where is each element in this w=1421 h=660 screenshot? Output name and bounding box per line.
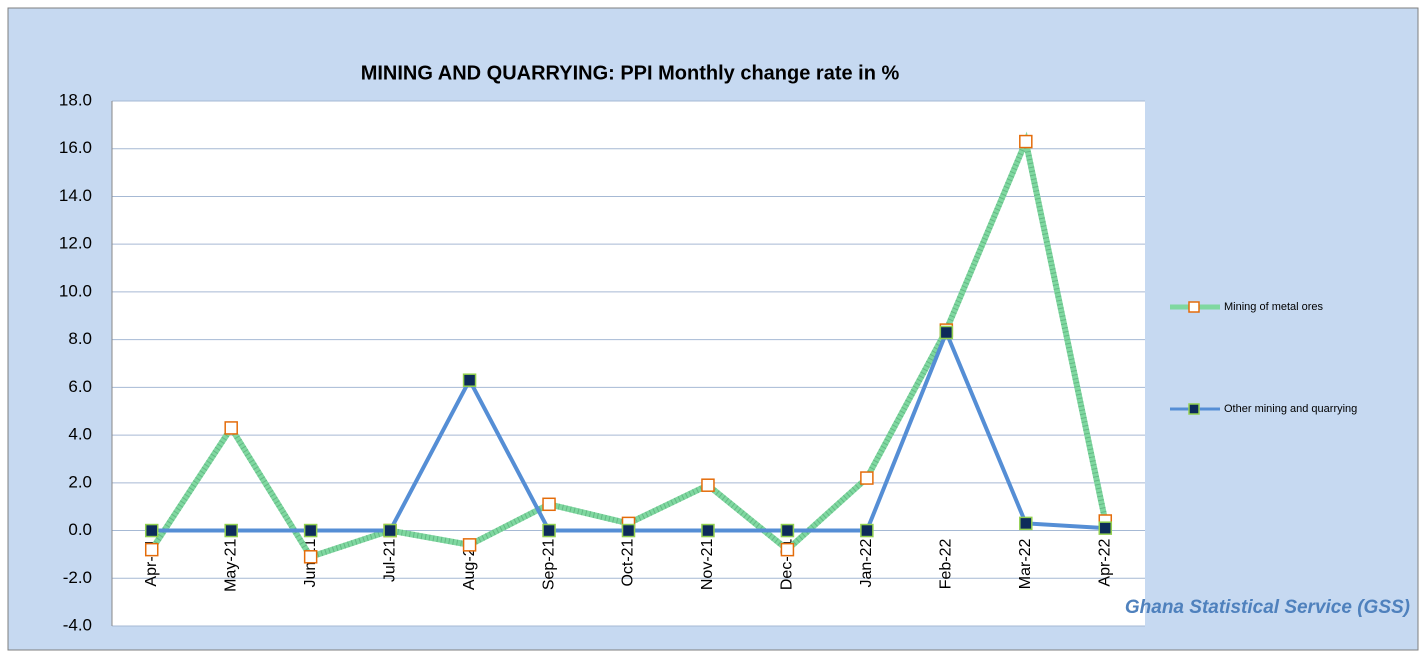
marker bbox=[1019, 516, 1033, 531]
marker bbox=[860, 471, 874, 485]
marker bbox=[383, 523, 397, 538]
x-tick-label: Jul-21 bbox=[381, 538, 398, 582]
marker bbox=[224, 421, 238, 435]
x-tick-label: May-21 bbox=[222, 538, 239, 591]
marker bbox=[939, 325, 954, 340]
y-tick-label: 4.0 bbox=[68, 425, 92, 444]
marker bbox=[144, 542, 159, 557]
marker bbox=[542, 523, 556, 538]
legend-marker bbox=[1188, 403, 1200, 415]
y-tick-label: 8.0 bbox=[68, 329, 92, 348]
y-tick-label: 18.0 bbox=[59, 90, 92, 109]
y-tick-label: 2.0 bbox=[68, 472, 92, 491]
x-tick-label: Sep-21 bbox=[540, 538, 557, 590]
marker bbox=[303, 550, 318, 564]
marker bbox=[542, 497, 556, 512]
marker bbox=[224, 523, 238, 538]
marker bbox=[144, 523, 159, 538]
legend-marker bbox=[1188, 301, 1200, 313]
x-tick-label: Apr-22 bbox=[1096, 538, 1113, 586]
marker bbox=[1019, 134, 1033, 149]
legend-label: Other mining and quarrying bbox=[1224, 403, 1357, 415]
y-tick-label: -2.0 bbox=[63, 568, 92, 587]
marker bbox=[462, 373, 477, 387]
marker bbox=[780, 542, 795, 557]
chart-title: MINING AND QUARRYING: PPI Monthly change… bbox=[361, 62, 900, 84]
marker bbox=[1098, 521, 1113, 535]
source: Ghana Statistical Service (GSS) bbox=[1125, 597, 1410, 618]
x-tick-label: Oct-21 bbox=[620, 538, 637, 586]
y-tick-label: 0.0 bbox=[68, 520, 92, 539]
marker bbox=[621, 523, 636, 538]
x-tick-label: Nov-21 bbox=[699, 538, 716, 590]
y-tick-label: 10.0 bbox=[59, 281, 92, 300]
x-tick-label: Mar-22 bbox=[1017, 538, 1034, 589]
marker bbox=[780, 523, 795, 538]
x-tick-label: Feb-22 bbox=[938, 538, 955, 589]
y-tick-label: -4.0 bbox=[63, 615, 92, 634]
y-tick-label: 14.0 bbox=[59, 186, 92, 205]
marker bbox=[462, 538, 477, 552]
y-tick-label: 12.0 bbox=[59, 234, 92, 253]
plot-area bbox=[112, 101, 1145, 626]
legend-label: Mining of metal ores bbox=[1224, 301, 1324, 313]
marker bbox=[860, 523, 874, 538]
marker bbox=[701, 523, 715, 538]
y-tick-label: 16.0 bbox=[59, 138, 92, 157]
marker bbox=[303, 523, 318, 538]
x-tick-label: Jan-22 bbox=[858, 538, 875, 587]
marker bbox=[701, 478, 715, 492]
y-tick-label: 6.0 bbox=[68, 377, 92, 396]
